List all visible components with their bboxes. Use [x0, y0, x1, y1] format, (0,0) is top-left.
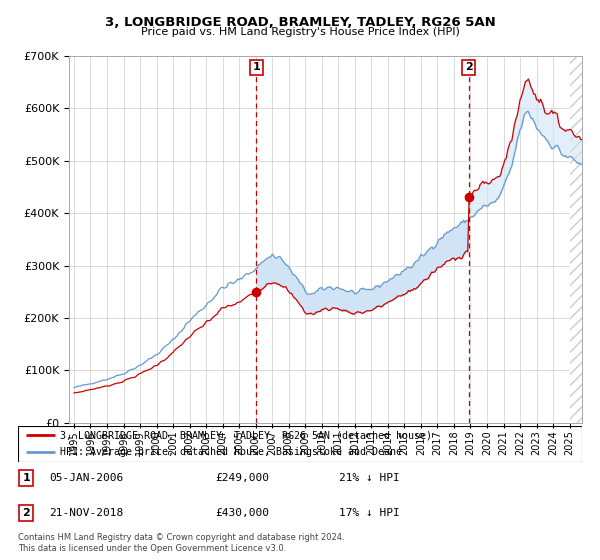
- Text: HPI: Average price, detached house, Basingstoke and Deane: HPI: Average price, detached house, Basi…: [60, 447, 403, 457]
- Text: Contains HM Land Registry data © Crown copyright and database right 2024.
This d: Contains HM Land Registry data © Crown c…: [18, 533, 344, 553]
- Text: 05-JAN-2006: 05-JAN-2006: [49, 473, 123, 483]
- Text: 1: 1: [253, 62, 260, 72]
- Text: 2: 2: [465, 62, 473, 72]
- Text: 1: 1: [23, 473, 31, 483]
- Text: 17% ↓ HPI: 17% ↓ HPI: [340, 508, 400, 517]
- Text: 3, LONGBRIDGE ROAD, BRAMLEY, TADLEY, RG26 5AN: 3, LONGBRIDGE ROAD, BRAMLEY, TADLEY, RG2…: [104, 16, 496, 29]
- Bar: [569, 56, 595, 423]
- Text: Price paid vs. HM Land Registry's House Price Index (HPI): Price paid vs. HM Land Registry's House …: [140, 27, 460, 37]
- Text: 21% ↓ HPI: 21% ↓ HPI: [340, 473, 400, 483]
- Text: £249,000: £249,000: [215, 473, 269, 483]
- Text: £430,000: £430,000: [215, 508, 269, 517]
- Text: 3, LONGBRIDGE ROAD, BRAMLEY, TADLEY, RG26 5AN (detached house): 3, LONGBRIDGE ROAD, BRAMLEY, TADLEY, RG2…: [60, 431, 432, 440]
- Text: 2: 2: [23, 508, 31, 517]
- Text: 21-NOV-2018: 21-NOV-2018: [49, 508, 123, 517]
